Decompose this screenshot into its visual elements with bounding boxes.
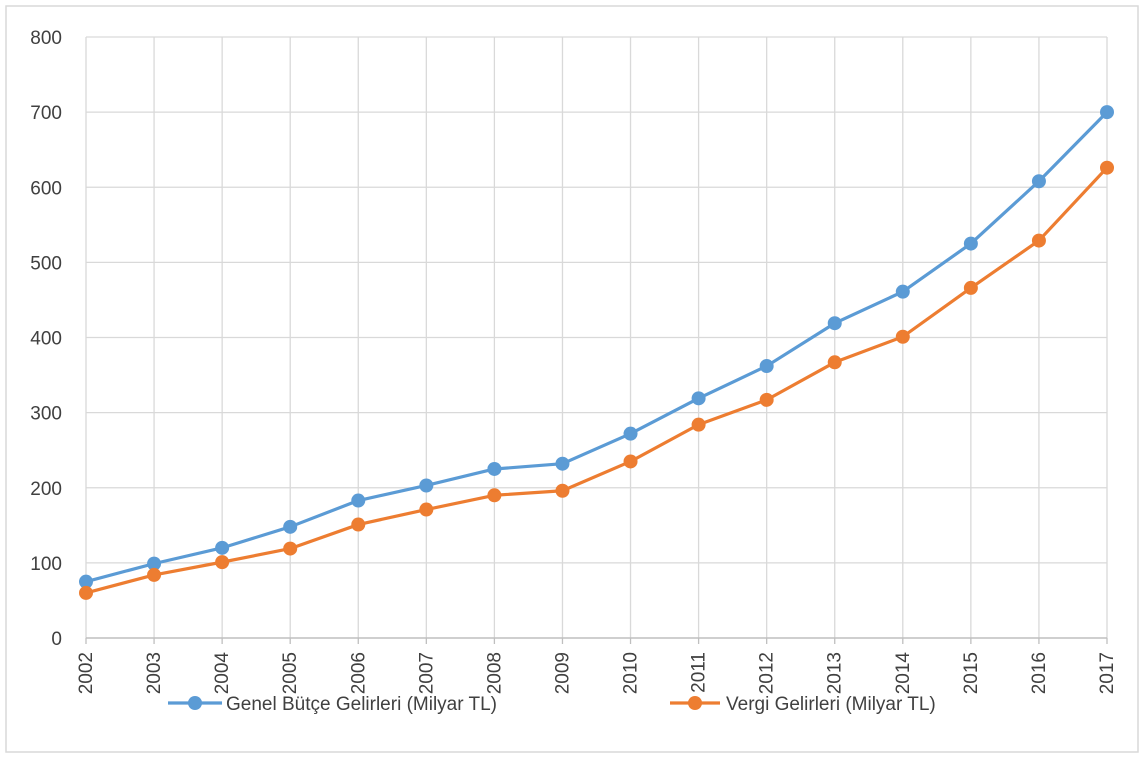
data-point — [79, 585, 93, 600]
data-point — [555, 483, 570, 498]
data-point — [215, 555, 230, 570]
x-tick-label: 2008 — [484, 652, 505, 694]
gridlines — [85, 36, 1108, 638]
y-tick-label: 500 — [30, 253, 62, 274]
legend-item-0: Genel Bütçe Gelirleri (Milyar TL) — [168, 694, 497, 715]
y-tick-label: 800 — [30, 28, 62, 49]
data-point — [827, 316, 842, 331]
y-tick-label: 0 — [51, 629, 62, 650]
data-point — [419, 502, 434, 517]
legend-label: Genel Bütçe Gelirleri (Milyar TL) — [226, 694, 497, 715]
legend-swatch-marker — [188, 696, 202, 710]
data-point — [1031, 174, 1046, 189]
data-point — [79, 574, 93, 589]
axes: 0 100 200 300 400 500 600 700 800 2002 2003 2004 200… — [30, 28, 1118, 694]
x-tick-label: 2016 — [1029, 652, 1050, 694]
x-tick-label: 2015 — [961, 652, 982, 694]
data-point — [555, 456, 570, 471]
x-tick-label: 2009 — [552, 652, 573, 694]
data-point — [487, 461, 502, 476]
x-tick-label: 2017 — [1097, 652, 1118, 694]
y-tick-label: 700 — [30, 103, 62, 124]
x-tick-label: 2006 — [348, 652, 369, 694]
data-point — [283, 541, 298, 556]
data-point — [827, 355, 842, 370]
data-point — [1031, 233, 1046, 248]
legend-item-1: Vergi Gelirleri (Milyar TL) — [670, 694, 936, 715]
data-point — [759, 359, 774, 374]
y-tick-label: 200 — [30, 479, 62, 500]
x-tick-label: 2014 — [893, 652, 914, 695]
data-point — [623, 454, 638, 469]
y-tick-label: 600 — [30, 178, 62, 199]
data-point — [351, 493, 366, 508]
data-point — [351, 517, 366, 532]
series-line — [85, 166, 1109, 595]
series-group — [79, 105, 1114, 600]
series-line — [85, 111, 1109, 584]
x-tick-label: 2010 — [621, 652, 642, 694]
data-point — [419, 478, 434, 493]
legend-label: Vergi Gelirleri (Milyar TL) — [726, 694, 936, 715]
chart-border — [5, 5, 1139, 753]
data-point — [895, 284, 910, 299]
x-tick-label: 2004 — [212, 652, 233, 695]
data-point — [283, 519, 298, 534]
x-tick-label: 2013 — [825, 652, 846, 694]
x-tick-label: 2011 — [689, 652, 710, 693]
legend-swatch-marker — [688, 696, 702, 710]
x-tick-label: 2002 — [76, 652, 97, 694]
y-tick-label: 300 — [30, 404, 62, 425]
data-point — [691, 391, 706, 406]
legend: Genel Bütçe Gelirleri (Milyar TL) Vergi G… — [168, 694, 936, 715]
data-point — [1100, 160, 1114, 175]
data-point — [487, 488, 502, 503]
data-point — [759, 392, 774, 407]
x-tick-label: 2012 — [757, 652, 778, 694]
data-point — [1100, 105, 1114, 120]
y-tick-label: 400 — [30, 329, 62, 350]
data-point — [215, 540, 230, 555]
data-point — [963, 236, 978, 251]
series-1 — [79, 160, 1114, 600]
x-tick-label: 2005 — [280, 652, 301, 694]
y-tick-label: 100 — [30, 554, 62, 575]
data-point — [963, 280, 978, 295]
data-point — [895, 329, 910, 344]
series-0 — [79, 105, 1114, 589]
x-tick-label: 2007 — [416, 652, 437, 694]
data-point — [147, 556, 162, 571]
data-point — [623, 426, 638, 441]
data-point — [691, 417, 706, 432]
x-tick-label: 2003 — [144, 652, 165, 694]
data-point — [147, 567, 162, 582]
